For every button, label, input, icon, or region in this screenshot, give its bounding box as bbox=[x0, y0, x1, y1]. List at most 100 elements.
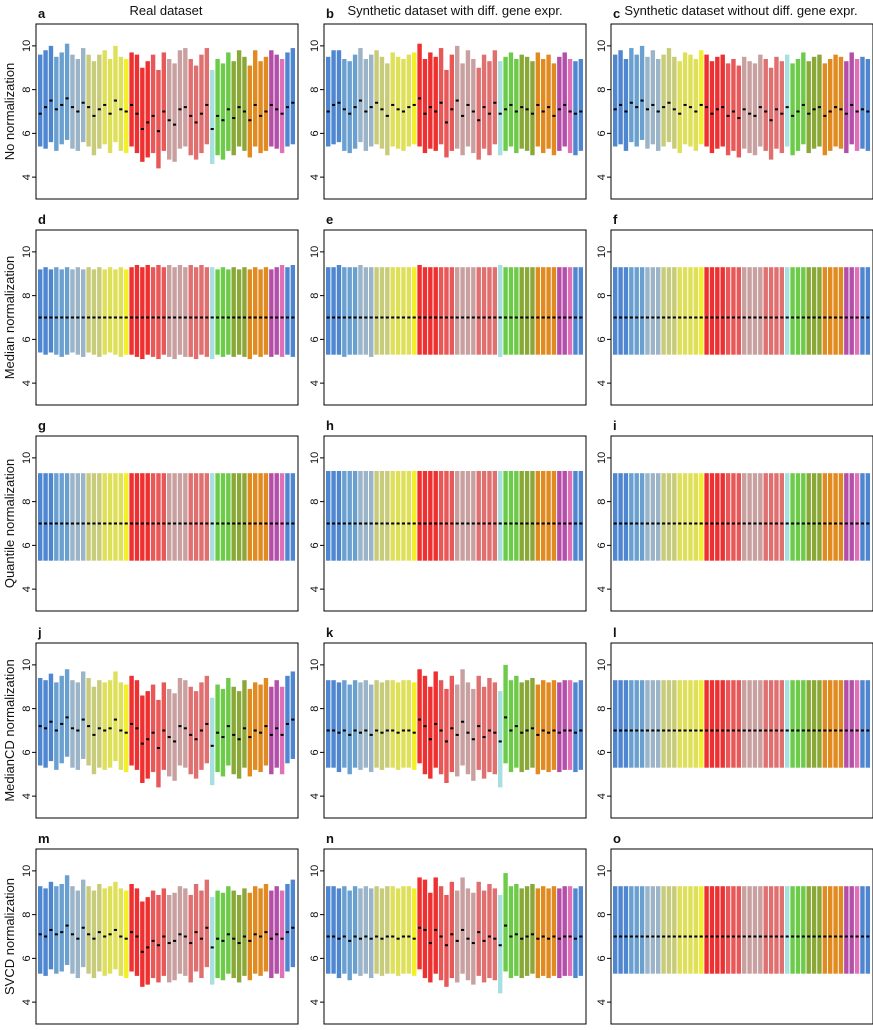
panel-letter-g: g bbox=[38, 418, 46, 433]
median-m-30 bbox=[194, 931, 198, 934]
box-e-3 bbox=[336, 265, 342, 355]
median-m-3 bbox=[49, 928, 53, 931]
median-d-11 bbox=[92, 316, 96, 319]
panel-frame-n bbox=[323, 848, 587, 1025]
median-e-20 bbox=[428, 316, 432, 319]
median-a-18 bbox=[130, 103, 134, 106]
box-d-23 bbox=[156, 265, 161, 360]
box-b-20 bbox=[428, 52, 433, 149]
box-g-29 bbox=[188, 473, 193, 561]
box-c-34 bbox=[790, 63, 795, 156]
box-e-11 bbox=[379, 267, 385, 355]
median-e-15 bbox=[401, 316, 405, 319]
box-n-3 bbox=[336, 888, 342, 979]
box-k-26 bbox=[460, 669, 465, 766]
box-h-1 bbox=[326, 471, 331, 561]
median-c-12 bbox=[672, 108, 676, 111]
median-c-32 bbox=[780, 112, 784, 115]
median-j-32 bbox=[205, 722, 209, 725]
median-a-12 bbox=[97, 108, 101, 111]
median-g-33 bbox=[210, 522, 214, 525]
median-k-34 bbox=[504, 716, 508, 719]
median-h-21 bbox=[434, 522, 438, 525]
box-l-1 bbox=[613, 680, 618, 768]
median-i-7 bbox=[645, 522, 649, 525]
box-d-41 bbox=[253, 267, 258, 355]
median-d-27 bbox=[178, 316, 182, 319]
median-c-29 bbox=[764, 110, 768, 113]
box-b-37 bbox=[519, 54, 524, 149]
box-g-47 bbox=[285, 473, 290, 561]
median-e-29 bbox=[477, 316, 481, 319]
box-f-24 bbox=[736, 267, 742, 355]
box-j-14 bbox=[107, 680, 113, 768]
box-m-42 bbox=[258, 888, 263, 976]
box-k-6 bbox=[352, 680, 358, 768]
box-o-20 bbox=[715, 886, 720, 974]
box-h-43 bbox=[551, 471, 557, 561]
median-o-30 bbox=[769, 935, 773, 938]
box-h-37 bbox=[519, 471, 524, 561]
median-e-16 bbox=[407, 316, 411, 319]
median-l-30 bbox=[769, 729, 773, 732]
median-e-12 bbox=[385, 316, 389, 319]
box-h-45 bbox=[562, 471, 567, 561]
box-j-45 bbox=[274, 680, 279, 768]
median-i-10 bbox=[662, 522, 666, 525]
box-n-42 bbox=[546, 888, 551, 979]
median-d-32 bbox=[205, 316, 209, 319]
box-a-16 bbox=[118, 56, 124, 151]
median-g-22 bbox=[151, 522, 155, 525]
median-m-15 bbox=[113, 928, 117, 931]
box-d-22 bbox=[150, 267, 156, 357]
panel-frame-m bbox=[35, 848, 299, 1025]
median-f-32 bbox=[780, 316, 784, 319]
median-f-40 bbox=[823, 316, 827, 319]
box-o-48 bbox=[865, 886, 871, 974]
ytick-label-c-8: 8 bbox=[596, 87, 608, 93]
box-i-38 bbox=[811, 473, 817, 561]
median-l-4 bbox=[629, 729, 633, 732]
median-b-23 bbox=[444, 121, 448, 124]
median-n-37 bbox=[520, 937, 524, 940]
box-d-33 bbox=[210, 267, 215, 360]
median-b-31 bbox=[487, 112, 491, 115]
box-l-38 bbox=[811, 680, 817, 768]
median-i-38 bbox=[812, 522, 816, 525]
ytick-label-j-6: 6 bbox=[21, 749, 33, 755]
box-j-26 bbox=[172, 693, 177, 781]
box-a-27 bbox=[177, 50, 183, 149]
median-i-21 bbox=[721, 522, 725, 525]
box-g-48 bbox=[290, 473, 296, 561]
median-a-10 bbox=[87, 106, 91, 109]
panel-letter-o: o bbox=[613, 831, 621, 846]
box-m-4 bbox=[54, 886, 59, 974]
box-k-47 bbox=[573, 682, 578, 773]
median-b-4 bbox=[342, 108, 346, 111]
median-f-21 bbox=[721, 316, 725, 319]
box-i-42 bbox=[833, 473, 838, 561]
box-n-46 bbox=[567, 886, 573, 976]
box-b-40 bbox=[535, 52, 541, 147]
median-a-33 bbox=[210, 128, 214, 130]
box-f-16 bbox=[693, 267, 699, 355]
median-e-44 bbox=[557, 316, 561, 319]
median-h-3 bbox=[337, 522, 341, 525]
median-k-6 bbox=[353, 729, 357, 732]
median-k-24 bbox=[450, 727, 454, 730]
median-k-33 bbox=[498, 740, 502, 743]
median-a-46 bbox=[280, 112, 284, 115]
median-e-23 bbox=[444, 316, 448, 319]
median-m-45 bbox=[275, 933, 279, 936]
median-l-11 bbox=[667, 729, 671, 732]
median-m-2 bbox=[44, 935, 48, 938]
median-e-22 bbox=[439, 316, 443, 319]
box-m-33 bbox=[210, 897, 215, 985]
box-n-30 bbox=[481, 890, 487, 983]
box-h-26 bbox=[460, 471, 465, 561]
box-h-31 bbox=[487, 471, 492, 561]
box-i-25 bbox=[742, 473, 747, 561]
box-a-38 bbox=[236, 50, 242, 147]
median-c-42 bbox=[834, 106, 838, 109]
